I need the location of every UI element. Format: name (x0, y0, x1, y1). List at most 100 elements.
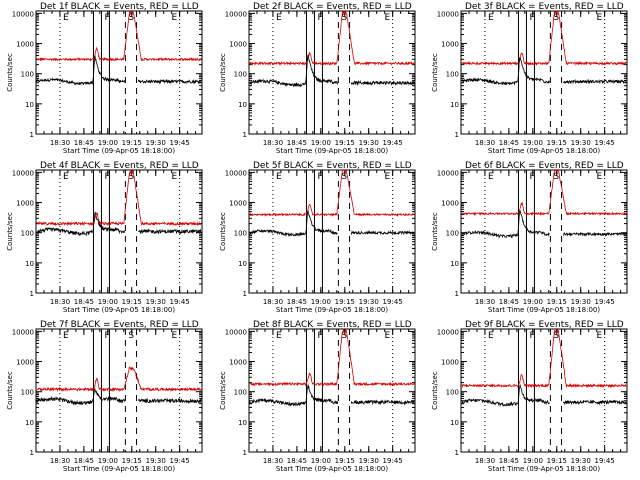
x-tick-label: 18:45 (499, 457, 519, 465)
panel-det-5: Det 5f BLACK = Events, RED = LLD 1 10 100 10… (219, 161, 416, 314)
series-events-line (36, 211, 202, 237)
plot-frame (35, 328, 203, 453)
region-label: S (341, 172, 347, 182)
y-tick-label: 1000 (16, 200, 34, 208)
x-axis-label: Start Time (09-Apr-05 18:18:00) (63, 147, 175, 155)
series-lld-line (249, 10, 415, 67)
panel-title: Det 8f BLACK = Events, RED = LLD (253, 320, 412, 330)
x-tick-label: 19:45 (383, 298, 403, 306)
region-label: E (596, 331, 602, 341)
panel-det-8: Det 8f BLACK = Events, RED = LLD 1 10 100 10… (219, 320, 416, 473)
panel-det-6: Det 6f BLACK = Events, RED = LLD 1 10 100 10… (431, 161, 628, 314)
panel-title: Det 6f BLACK = Events, RED = LLD (465, 161, 624, 171)
series-lld-line (461, 329, 627, 389)
x-tick-label: 18:30 (263, 457, 283, 465)
y-tick-label: 100 (446, 230, 459, 238)
y-tick-label: 10000 (225, 328, 247, 336)
panel-det-7: Det 7f BLACK = Events, RED = LLD 1 10 100 10… (6, 320, 203, 473)
region-label: S (553, 13, 559, 23)
panel-title: Det 2f BLACK = Events, RED = LLD (253, 2, 412, 12)
y-tick-label: 10000 (12, 328, 34, 336)
x-tick-label: 19:00 (523, 139, 543, 147)
y-tick-label: 10000 (225, 169, 247, 177)
x-tick-label: 18:30 (263, 139, 283, 147)
x-tick-label: 19:45 (595, 457, 615, 465)
x-tick-label: 19:30 (571, 139, 591, 147)
y-tick-label: 1 (243, 449, 247, 457)
region-label: E (276, 13, 282, 23)
y-tick-label: 10000 (437, 328, 459, 336)
region-label: S (553, 331, 559, 341)
x-tick-label: 19:00 (311, 298, 331, 306)
series-events-line (249, 209, 415, 237)
x-tick-label: 18:30 (475, 139, 495, 147)
y-axis-label: Counts/sec (219, 371, 227, 410)
panel-det-4: Det 4f BLACK = Events, RED = LLD 1 10 100 10… (6, 161, 203, 314)
x-tick-label: 19:45 (595, 139, 615, 147)
y-tick-label: 1 (455, 449, 459, 457)
y-tick-label: 1 (455, 290, 459, 298)
series-events-line (461, 210, 627, 239)
x-tick-label: 18:45 (499, 298, 519, 306)
x-axis-label: Start Time (09-Apr-05 18:18:00) (276, 465, 388, 473)
region-label: F (104, 13, 109, 23)
region-label: S (128, 331, 134, 341)
series-events-line (461, 384, 627, 407)
y-axis-label: Counts/sec (6, 371, 14, 410)
panel-title: Det 4f BLACK = Events, RED = LLD (40, 161, 199, 171)
region-label: F (104, 331, 109, 341)
panel-title: Det 9f BLACK = Events, RED = LLD (465, 320, 624, 330)
y-tick-label: 100 (234, 230, 247, 238)
region-label: F (529, 172, 534, 182)
plot-frame (460, 169, 628, 294)
y-axis-label: Counts/sec (6, 212, 14, 251)
x-tick-label: 18:30 (475, 298, 495, 306)
y-tick-label: 10 (238, 260, 247, 268)
x-tick-label: 19:15 (122, 298, 142, 306)
plot-frame (248, 169, 416, 294)
x-tick-label: 18:45 (287, 457, 307, 465)
region-label: F (317, 13, 322, 23)
x-tick-label: 19:00 (311, 139, 331, 147)
x-tick-label: 18:45 (287, 298, 307, 306)
region-label: E (384, 331, 390, 341)
y-tick-label: 1000 (229, 200, 247, 208)
region-label: E (488, 13, 494, 23)
y-axis-label: Counts/sec (219, 53, 227, 92)
y-tick-label: 10 (450, 260, 459, 268)
x-tick-label: 19:30 (571, 298, 591, 306)
region-label: S (341, 13, 347, 23)
region-label: F (104, 172, 109, 182)
region-label: E (488, 172, 494, 182)
region-label: E (171, 172, 177, 182)
y-tick-label: 10 (450, 419, 459, 427)
region-label: E (63, 13, 69, 23)
series-events-line (249, 384, 415, 407)
x-tick-label: 19:45 (170, 139, 190, 147)
y-tick-label: 10 (25, 101, 34, 109)
region-label: E (596, 172, 602, 182)
x-tick-label: 19:00 (311, 457, 331, 465)
x-tick-label: 18:30 (50, 298, 70, 306)
x-tick-label: 18:45 (74, 139, 94, 147)
y-tick-label: 10000 (437, 169, 459, 177)
y-tick-label: 10000 (437, 10, 459, 18)
x-tick-label: 19:30 (146, 457, 166, 465)
x-tick-label: 19:00 (98, 139, 118, 147)
y-tick-label: 1000 (229, 41, 247, 49)
x-axis-label: Start Time (09-Apr-05 18:18:00) (488, 306, 600, 314)
x-tick-label: 19:30 (146, 298, 166, 306)
x-axis-label: Start Time (09-Apr-05 18:18:00) (488, 147, 600, 155)
y-tick-label: 10 (25, 419, 34, 427)
series-lld-line (36, 366, 202, 393)
y-axis-label: Counts/sec (431, 212, 439, 251)
y-tick-label: 1000 (229, 359, 247, 367)
x-tick-label: 19:15 (335, 298, 355, 306)
x-tick-label: 19:45 (170, 298, 190, 306)
y-axis-label: Counts/sec (431, 53, 439, 92)
x-axis-label: Start Time (09-Apr-05 18:18:00) (276, 147, 388, 155)
series-events-line (36, 388, 202, 406)
x-tick-label: 19:00 (98, 457, 118, 465)
region-label: S (553, 172, 559, 182)
